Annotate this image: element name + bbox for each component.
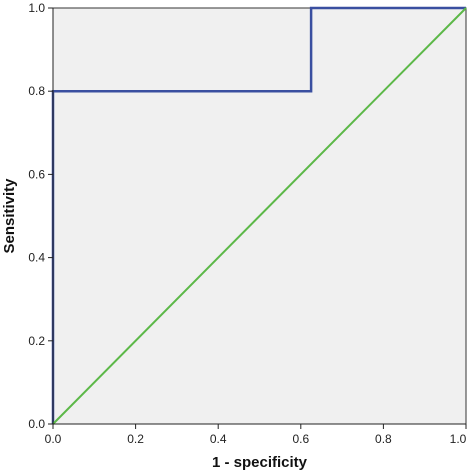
y-tick-label: 0.8 [28,84,45,98]
y-tick-label: 0.0 [28,417,45,431]
x-tick-label: 0.4 [210,432,227,446]
x-axis-ticks: 0.0 0.2 0.4 0.6 0.8 1.0 [45,424,467,446]
reference-diagonal-line [52,7,467,425]
y-tick-label: 0.4 [28,251,45,265]
y-axis-ticks: 0.0 0.2 0.4 0.6 0.8 1.0 [28,1,53,431]
x-axis-title: 1 - specificity [212,454,308,471]
y-tick-label: 0.2 [28,334,45,348]
y-axis-title: Sensitivity [1,178,18,254]
y-tick-label: 1.0 [28,1,45,15]
x-tick-label: 1.0 [450,432,467,446]
x-tick-label: 0.0 [45,432,62,446]
x-tick-label: 0.8 [375,432,392,446]
y-tick-label: 0.6 [28,167,45,181]
x-tick-label: 0.2 [127,432,144,446]
x-tick-label: 0.6 [292,432,309,446]
